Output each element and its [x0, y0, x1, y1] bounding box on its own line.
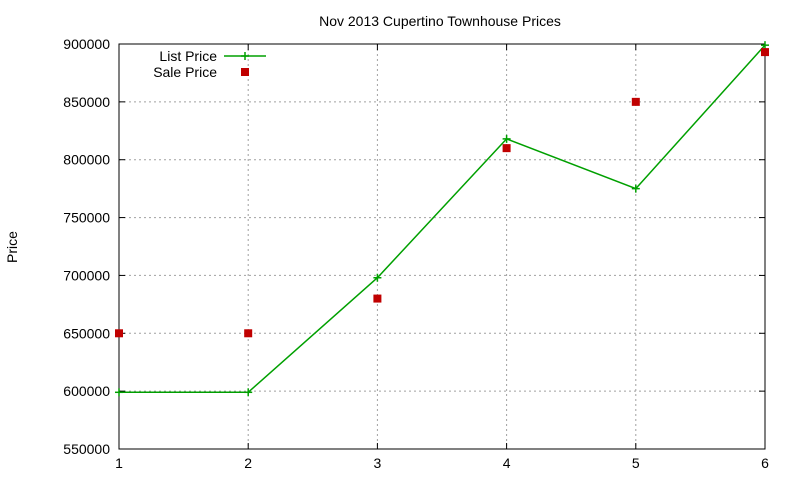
y-tick-label: 850000	[63, 94, 110, 110]
x-tick-label: 1	[115, 455, 123, 471]
data-point-list-price	[631, 184, 640, 193]
chart-title: Nov 2013 Cupertino Townhouse Prices	[319, 13, 561, 29]
data-point-list-price	[502, 134, 511, 143]
data-point-sale-price	[502, 144, 511, 153]
legend-label-1: Sale Price	[153, 64, 217, 80]
data-point-sale-price	[244, 329, 253, 338]
x-tick-label: 3	[374, 455, 382, 471]
x-tick-label: 2	[244, 455, 252, 471]
y-tick-label: 650000	[63, 325, 110, 341]
data-point-list-price	[373, 273, 382, 282]
y-tick-label: 900000	[63, 36, 110, 52]
x-tick-label: 4	[503, 455, 511, 471]
legend-label-0: List Price	[159, 48, 217, 64]
data-point-list-price	[244, 388, 253, 397]
y-tick-label: 600000	[63, 383, 110, 399]
legend-marker-1	[241, 68, 249, 76]
data-point-sale-price	[373, 294, 382, 303]
y-tick-label: 750000	[63, 210, 110, 226]
legend-marker-0	[241, 52, 249, 60]
plot-border	[118, 43, 766, 450]
series-1	[115, 48, 769, 338]
y-axis: 550000 600000 650000 700000 750000 800000 8500…	[63, 36, 765, 457]
grid	[119, 44, 765, 449]
series-0	[115, 41, 769, 397]
x-axis: 1 2 3 4 5 6	[115, 44, 769, 471]
x-tick-label: 5	[632, 455, 640, 471]
data-point-sale-price	[115, 329, 123, 338]
y-tick-label: 800000	[63, 152, 110, 168]
series-layer	[115, 41, 769, 397]
data-point-sale-price	[631, 97, 640, 106]
data-point-sale-price	[761, 48, 769, 57]
data-point-list-price	[115, 388, 123, 397]
x-tick-label: 6	[761, 455, 769, 471]
y-tick-label: 550000	[63, 441, 110, 457]
data-point-list-price	[761, 41, 769, 50]
y-axis-label: Price	[4, 231, 20, 263]
y-tick-label: 700000	[63, 267, 110, 283]
series-line-0	[119, 44, 766, 394]
